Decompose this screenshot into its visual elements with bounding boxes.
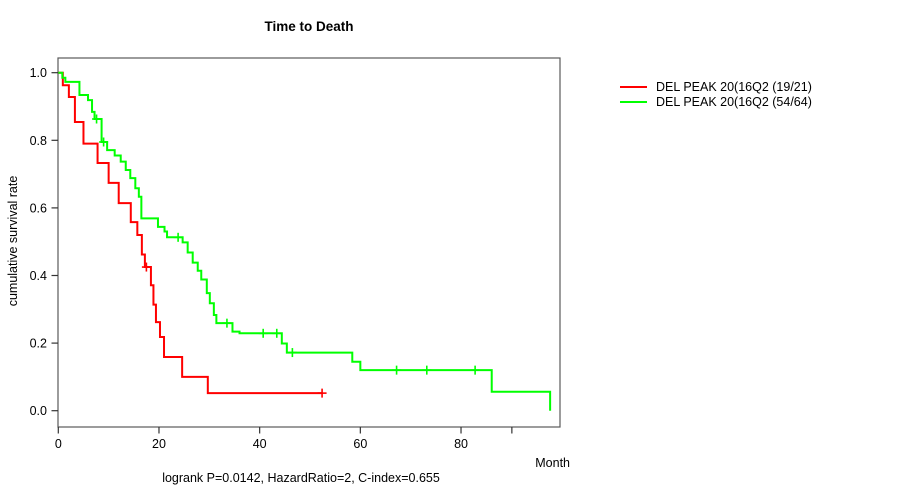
legend-item-red: DEL PEAK 20(16Q2 (19/21) (620, 79, 812, 94)
y-tick-label: 0.0 (30, 404, 47, 418)
survival-curves (58, 71, 552, 411)
y-tick-label: 0.2 (30, 337, 47, 351)
y-tick-label: 0.6 (30, 201, 47, 215)
y-tick-label: 1.0 (30, 66, 47, 80)
plot-border (57, 57, 561, 428)
footer-stats: logrank P=0.0142, HazardRatio=2, C-index… (162, 471, 440, 485)
legend-label-red: DEL PEAK 20(16Q2 (19/21) (656, 79, 812, 94)
x-tick-label: 80 (454, 437, 468, 451)
green-censor-marks (92, 114, 480, 375)
y-tick-label: 0.8 (30, 134, 47, 148)
legend-line-red (620, 85, 647, 88)
x-tick-label: 0 (55, 437, 62, 451)
legend-line-green (620, 100, 647, 103)
x-tick-label: 60 (353, 437, 367, 451)
legend-item-green: DEL PEAK 20(16Q2 (54/64) (620, 94, 812, 109)
red-survival-curve (58, 71, 323, 395)
green-survival-curve (58, 71, 552, 411)
chart-title: Time to Death (264, 19, 353, 34)
x-axis-label: Month (535, 456, 570, 470)
y-axis-label: cumulative survival rate (6, 176, 20, 307)
axes: 0.0 0.2 0.4 0.6 0.8 1.0 0 20 40 60 80 (30, 66, 513, 451)
y-tick-label: 0.4 (30, 269, 47, 283)
legend: DEL PEAK 20(16Q2 (19/21) DEL PEAK 20(16Q… (620, 79, 812, 109)
x-tick-label: 40 (253, 437, 267, 451)
x-tick-label: 20 (152, 437, 166, 451)
red-censor-marks (141, 262, 327, 398)
legend-label-green: DEL PEAK 20(16Q2 (54/64) (656, 94, 812, 109)
